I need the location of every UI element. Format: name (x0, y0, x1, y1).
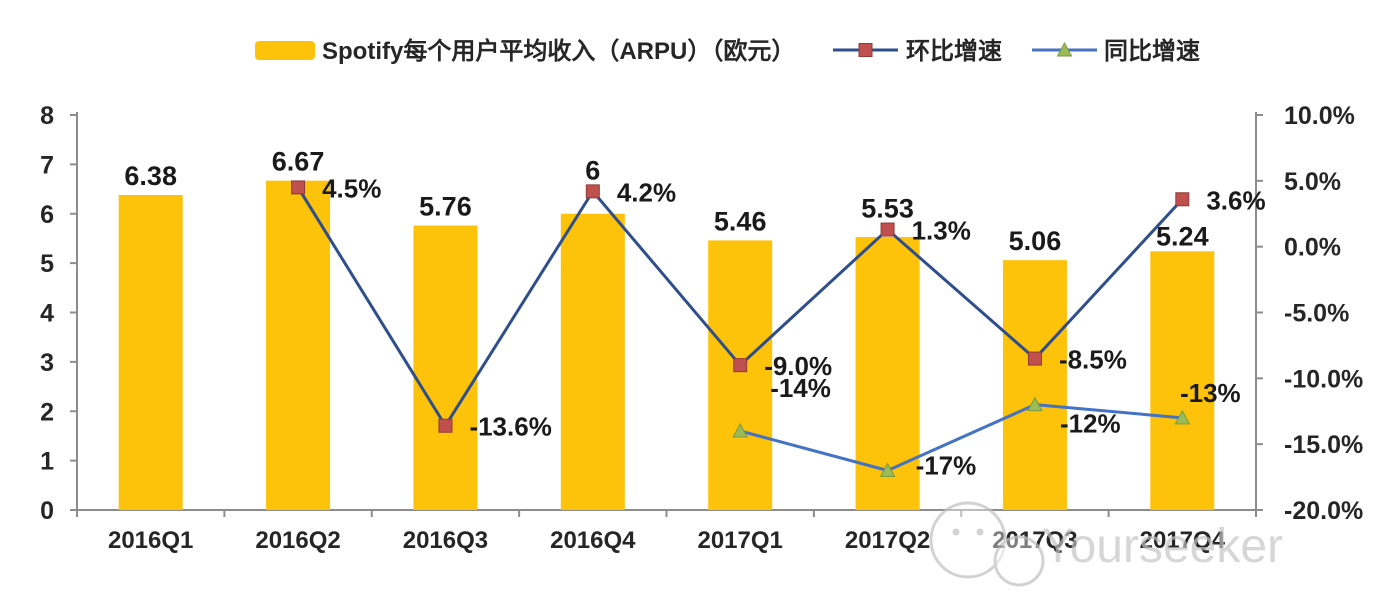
legend-qoq-marker (858, 43, 873, 57)
legend-label-yoy: 同比增速 (1104, 37, 1200, 65)
right-axis-tick-label: -15.0% (1284, 431, 1363, 459)
x-axis-category-label: 2016Q4 (550, 527, 636, 554)
x-axis-category-label: 2017Q1 (697, 527, 782, 554)
watermark-icon-eye (976, 528, 984, 536)
bar-value-label: 6.67 (272, 147, 325, 177)
bar-value-label: 5.24 (1156, 221, 1209, 251)
left-axis-tick-label: 5 (40, 250, 54, 278)
right-axis-tick-label: -10.0% (1284, 365, 1363, 393)
yoy-marker-2017Q3 (1027, 396, 1043, 412)
bar-value-label: 6 (585, 155, 600, 185)
bar-2017Q3 (1002, 260, 1067, 510)
bar-value-label: 5.76 (419, 192, 472, 222)
qoq-marker-2017Q4 (1175, 192, 1190, 207)
left-axis-tick-label: 1 (40, 448, 54, 476)
wechat-chat-bubble-small-icon (993, 535, 1045, 587)
legend-label-arpu: Spotify每个用户平均收入（ARPU）（欧元） (322, 37, 795, 65)
qoq-value-label: -8.5% (1059, 345, 1127, 375)
left-axis-tick-label: 2 (40, 398, 54, 426)
bar-2017Q4 (1150, 251, 1215, 510)
bar-2016Q4 (560, 213, 625, 510)
left-axis-tick-label: 3 (40, 349, 54, 377)
legend-label-qoq: 环比增速 (906, 37, 1002, 65)
qoq-marker-2017Q2 (880, 222, 895, 237)
yoy-value-label: -13% (1180, 378, 1241, 408)
qoq-marker-2016Q4 (585, 184, 600, 199)
qoq-marker-2016Q2 (291, 180, 306, 195)
qoq-value-label: -13.6% (469, 412, 551, 442)
right-axis-tick-label: -20.0% (1284, 497, 1363, 525)
right-axis-tick-label: 10.0% (1284, 102, 1355, 130)
qoq-marker-2016Q3 (438, 418, 453, 433)
left-axis-tick-label: 4 (40, 300, 54, 328)
left-axis-tick-label: 8 (40, 102, 54, 130)
left-axis-tick-label: 7 (40, 151, 54, 179)
x-axis-category-label: 2016Q2 (255, 527, 340, 554)
qoq-marker-2017Q3 (1027, 351, 1042, 366)
wechat-chat-bubbles-icon (929, 501, 1007, 579)
bar-2016Q2 (266, 180, 331, 510)
yoy-value-label: -12% (1060, 409, 1121, 439)
yoy-growth-line (739, 403, 1183, 472)
bar-2016Q3 (413, 225, 478, 510)
x-axis-category-label: 2016Q1 (108, 527, 193, 554)
yoy-marker-2017Q2 (879, 462, 896, 477)
watermark-icon-eye (952, 528, 960, 536)
qoq-value-label: 4.5% (322, 173, 381, 203)
bar-value-label: 6.38 (124, 161, 177, 191)
watermark: Yourseeker (929, 501, 1283, 587)
x-axis-category-label: 2017Q4 (1140, 527, 1226, 554)
yoy-value-label: -17% (916, 451, 977, 481)
legend-yoy-marker (1056, 41, 1073, 57)
yoy-marker-2017Q4 (1174, 409, 1191, 425)
watermark-text: Yourseeker (1042, 520, 1283, 573)
yoy-marker-2017Q1 (732, 422, 749, 438)
qoq-value-label: -9.0% (764, 351, 832, 381)
x-axis-category-label: 2016Q3 (403, 527, 488, 554)
bar-2017Q1 (708, 240, 773, 510)
right-axis-tick-label: 5.0% (1284, 168, 1341, 196)
legend-bar-swatch (255, 41, 315, 60)
bar-value-label: 5.53 (861, 194, 914, 224)
qoq-value-label: 4.2% (617, 177, 676, 207)
yoy-value-label: -14% (770, 373, 831, 403)
qoq-value-label: 3.6% (1206, 185, 1265, 215)
bar-2016Q1 (118, 194, 183, 511)
qoq-value-label: 1.3% (912, 216, 971, 246)
right-axis-tick-label: -5.0% (1284, 300, 1349, 328)
qoq-marker-2017Q1 (733, 358, 748, 373)
left-axis-tick-label: 6 (40, 201, 54, 229)
bar-value-label: 5.06 (1009, 226, 1062, 256)
left-axis-tick-label: 0 (40, 497, 54, 525)
x-axis-category-label: 2017Q2 (845, 527, 930, 554)
right-axis-tick-label: 0.0% (1284, 234, 1341, 262)
bar-value-label: 5.46 (714, 206, 767, 236)
